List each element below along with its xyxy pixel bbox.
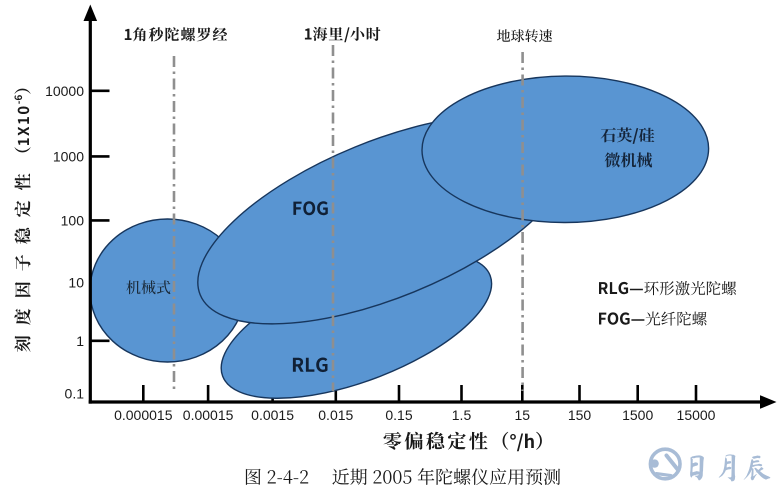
svg-text:15: 15 bbox=[515, 407, 531, 423]
svg-text:15000: 15000 bbox=[677, 407, 716, 423]
svg-text:0.015: 0.015 bbox=[318, 407, 353, 423]
svg-text:0.0015: 0.0015 bbox=[251, 407, 294, 423]
svg-text:1000: 1000 bbox=[53, 148, 84, 164]
svg-text:0.15: 0.15 bbox=[385, 407, 412, 423]
svg-text:100: 100 bbox=[61, 212, 85, 228]
svg-text:150: 150 bbox=[568, 407, 592, 423]
svg-text:0.1: 0.1 bbox=[65, 386, 85, 402]
svg-text:1500: 1500 bbox=[622, 407, 653, 423]
svg-text:1: 1 bbox=[76, 333, 84, 349]
svg-text:10000: 10000 bbox=[45, 83, 84, 99]
svg-text:0.00015: 0.00015 bbox=[183, 407, 234, 423]
svg-text:0.000015: 0.000015 bbox=[114, 407, 173, 423]
svg-text:10: 10 bbox=[68, 275, 84, 291]
svg-text:1.5: 1.5 bbox=[452, 407, 472, 423]
